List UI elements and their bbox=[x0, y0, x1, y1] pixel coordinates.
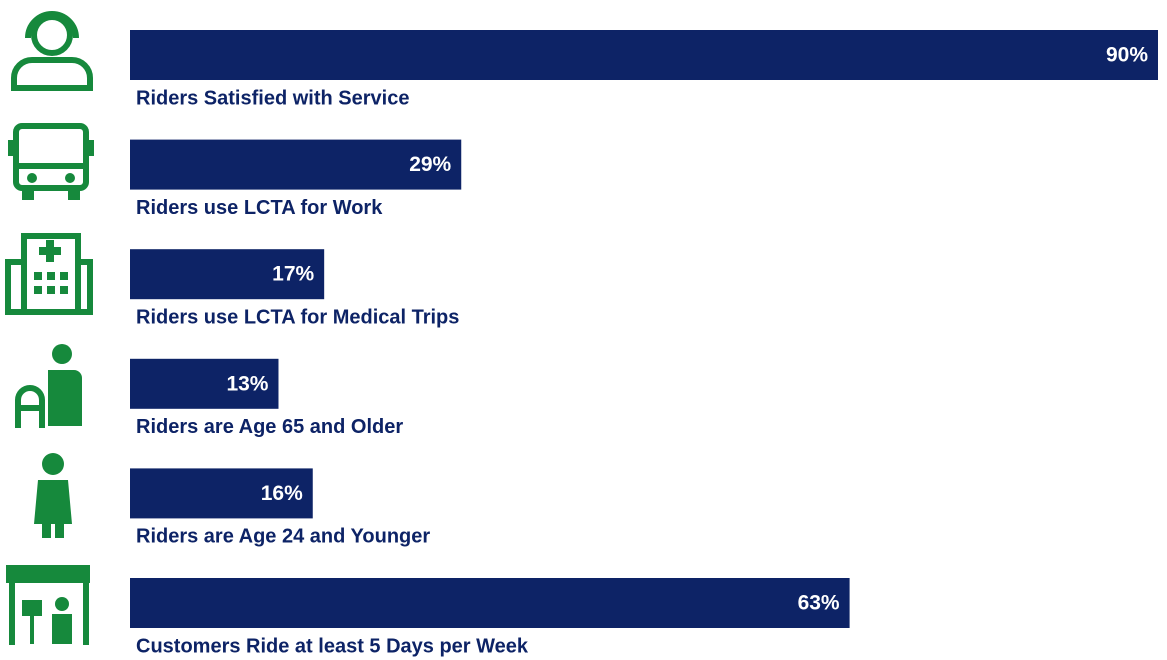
value-label: 17% bbox=[272, 263, 314, 286]
icon-service bbox=[11, 11, 93, 91]
icon-bus bbox=[8, 123, 94, 200]
category-label: Riders are Age 24 and Younger bbox=[136, 526, 430, 548]
icon-senior bbox=[15, 344, 82, 428]
bar bbox=[130, 30, 1158, 80]
bar bbox=[130, 468, 313, 519]
category-label: Customers Ride at least 5 Days per Week bbox=[136, 635, 529, 657]
icon-shelter bbox=[6, 565, 90, 645]
category-label: Riders use LCTA for Medical Trips bbox=[136, 306, 459, 328]
icon-youth bbox=[34, 453, 72, 538]
bar bbox=[130, 139, 462, 190]
value-label: 13% bbox=[226, 372, 268, 395]
bar bbox=[130, 578, 850, 628]
bar bbox=[130, 358, 279, 409]
icon-hospital bbox=[5, 233, 93, 315]
value-label: 63% bbox=[798, 592, 840, 615]
category-label: Riders use LCTA for Work bbox=[136, 197, 383, 219]
value-label: 29% bbox=[409, 153, 451, 176]
value-label: 90% bbox=[1106, 44, 1148, 67]
value-label: 16% bbox=[261, 482, 303, 505]
bar bbox=[130, 249, 325, 300]
category-label: Riders are Age 65 and Older bbox=[136, 416, 403, 438]
category-label: Riders Satisfied with Service bbox=[136, 87, 409, 109]
